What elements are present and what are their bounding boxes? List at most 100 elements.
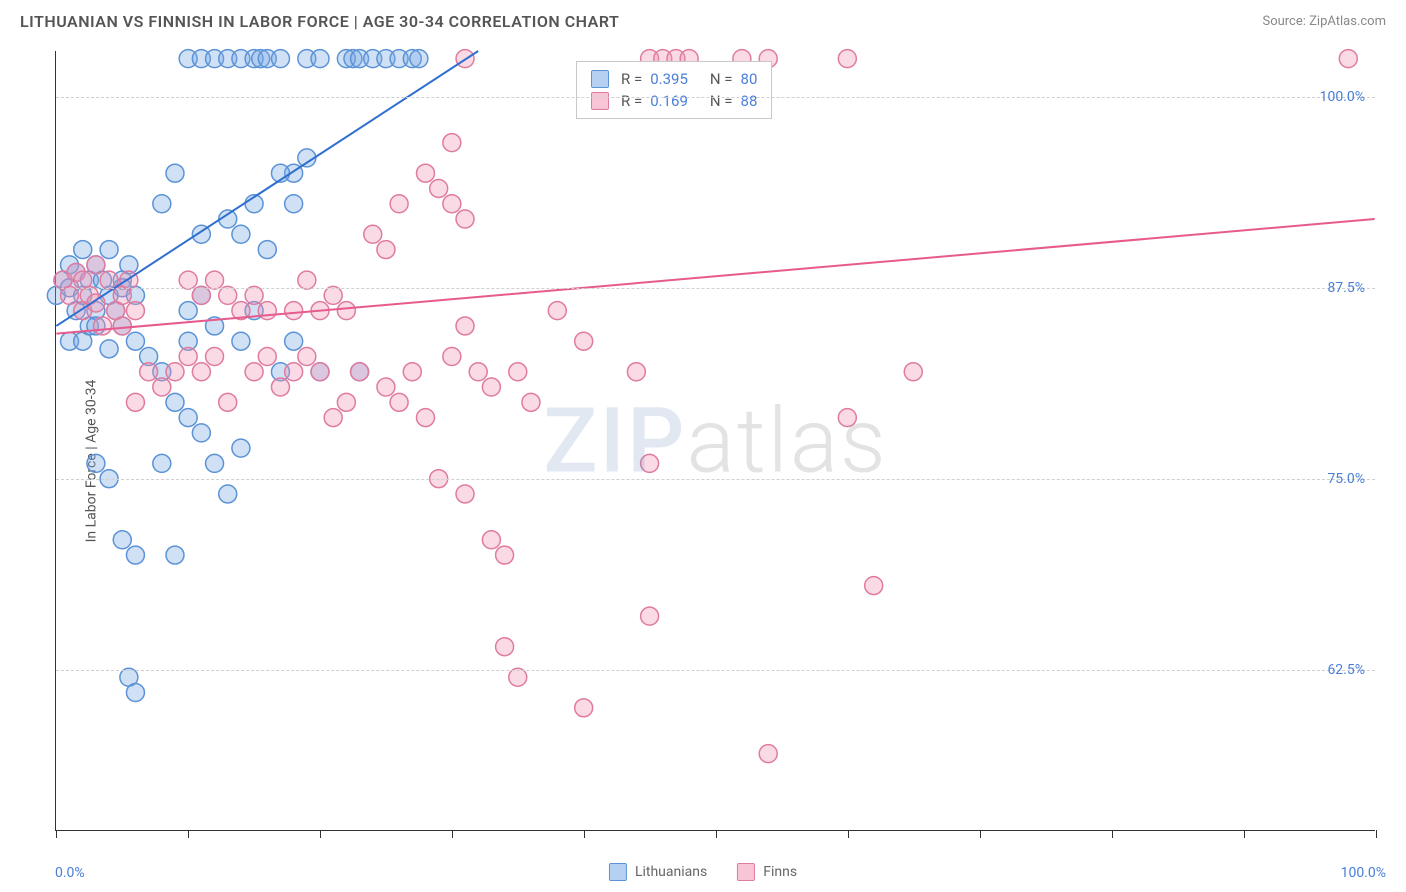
stat-r-value: 0.169	[650, 92, 688, 110]
legend-swatch	[591, 92, 609, 110]
scatter-point	[482, 531, 500, 549]
scatter-point	[206, 454, 224, 472]
scatter-point	[153, 195, 171, 213]
scatter-point	[166, 393, 184, 411]
scatter-point	[443, 348, 461, 366]
scatter-point	[641, 454, 659, 472]
scatter-point	[904, 363, 922, 381]
scatter-point	[179, 348, 197, 366]
scatter-point	[311, 363, 329, 381]
scatter-point	[206, 271, 224, 289]
scatter-point	[548, 302, 566, 320]
legend-swatch	[737, 863, 755, 881]
legend-item: Finns	[737, 863, 797, 881]
scatter-point	[324, 286, 342, 304]
scatter-point	[410, 50, 428, 68]
chart-header: LITHUANIAN VS FINNISH IN LABOR FORCE | A…	[0, 0, 1406, 41]
scatter-point	[285, 195, 303, 213]
trend-line	[56, 219, 1374, 334]
stats-row: R =0.395N =80	[591, 68, 757, 90]
x-tick	[584, 830, 585, 838]
scatter-point	[337, 302, 355, 320]
scatter-point	[271, 50, 289, 68]
x-tick	[188, 830, 189, 838]
scatter-point	[351, 363, 369, 381]
scatter-point	[364, 225, 382, 243]
scatter-point	[219, 393, 237, 411]
grid-line	[56, 670, 1375, 671]
scatter-point	[469, 363, 487, 381]
scatter-point	[258, 302, 276, 320]
scatter-point	[641, 607, 659, 625]
scatter-point	[100, 340, 118, 358]
x-axis-start-label: 0.0%	[55, 865, 85, 881]
scatter-point	[575, 699, 593, 717]
stat-r-label: R =	[621, 92, 642, 110]
scatter-point	[166, 546, 184, 564]
scatter-point	[113, 531, 131, 549]
scatter-point	[232, 225, 250, 243]
scatter-point	[192, 286, 210, 304]
scatter-point	[509, 363, 527, 381]
stat-n-value: 80	[741, 70, 758, 88]
stat-n-label: N =	[710, 92, 733, 110]
scatter-point	[93, 317, 111, 335]
scatter-point	[390, 393, 408, 411]
scatter-point	[285, 302, 303, 320]
scatter-point	[271, 378, 289, 396]
scatter-point	[126, 393, 144, 411]
scatter-point	[232, 332, 250, 350]
scatter-point	[324, 409, 342, 427]
scatter-point	[219, 286, 237, 304]
scatter-point	[87, 454, 105, 472]
scatter-point	[166, 164, 184, 182]
x-tick	[980, 830, 981, 838]
scatter-point	[245, 363, 263, 381]
scatter-point	[140, 363, 158, 381]
x-tick	[848, 830, 849, 838]
scatter-point	[258, 348, 276, 366]
x-tick	[1244, 830, 1245, 838]
scatter-point	[575, 332, 593, 350]
grid-line	[56, 97, 1375, 98]
scatter-point	[759, 745, 777, 763]
chart-container: In Labor Force | Age 30-34 ZIPatlas R =0…	[0, 41, 1406, 881]
y-tick-label: 100.0%	[1320, 89, 1365, 105]
scatter-point	[416, 164, 434, 182]
scatter-point	[298, 348, 316, 366]
scatter-point	[100, 241, 118, 259]
scatter-point	[113, 317, 131, 335]
scatter-point	[126, 332, 144, 350]
stat-n-label: N =	[710, 70, 733, 88]
scatter-point	[443, 195, 461, 213]
x-tick	[56, 830, 57, 838]
legend-label: Finns	[763, 864, 797, 880]
grid-line	[56, 479, 1375, 480]
trend-line	[56, 51, 478, 326]
scatter-point	[1339, 50, 1357, 68]
y-tick-label: 87.5%	[1327, 280, 1365, 296]
scatter-point	[74, 332, 92, 350]
legend-item: Lithuanians	[609, 863, 707, 881]
stat-n-value: 88	[741, 92, 758, 110]
scatter-point	[377, 378, 395, 396]
scatter-point	[838, 409, 856, 427]
scatter-point	[74, 241, 92, 259]
x-tick	[452, 830, 453, 838]
scatter-point	[61, 286, 79, 304]
legend-label: Lithuanians	[635, 864, 707, 880]
scatter-point	[838, 50, 856, 68]
plot-svg	[56, 51, 1375, 830]
scatter-point	[126, 546, 144, 564]
x-tick	[1376, 830, 1377, 838]
scatter-point	[126, 684, 144, 702]
scatter-point	[522, 393, 540, 411]
scatter-point	[192, 424, 210, 442]
scatter-point	[496, 638, 514, 656]
scatter-point	[416, 409, 434, 427]
scatter-point	[179, 409, 197, 427]
chart-source: Source: ZipAtlas.com	[1262, 14, 1386, 29]
stat-r-label: R =	[621, 70, 642, 88]
x-axis-end-label: 100.0%	[1341, 865, 1386, 881]
scatter-point	[377, 241, 395, 259]
